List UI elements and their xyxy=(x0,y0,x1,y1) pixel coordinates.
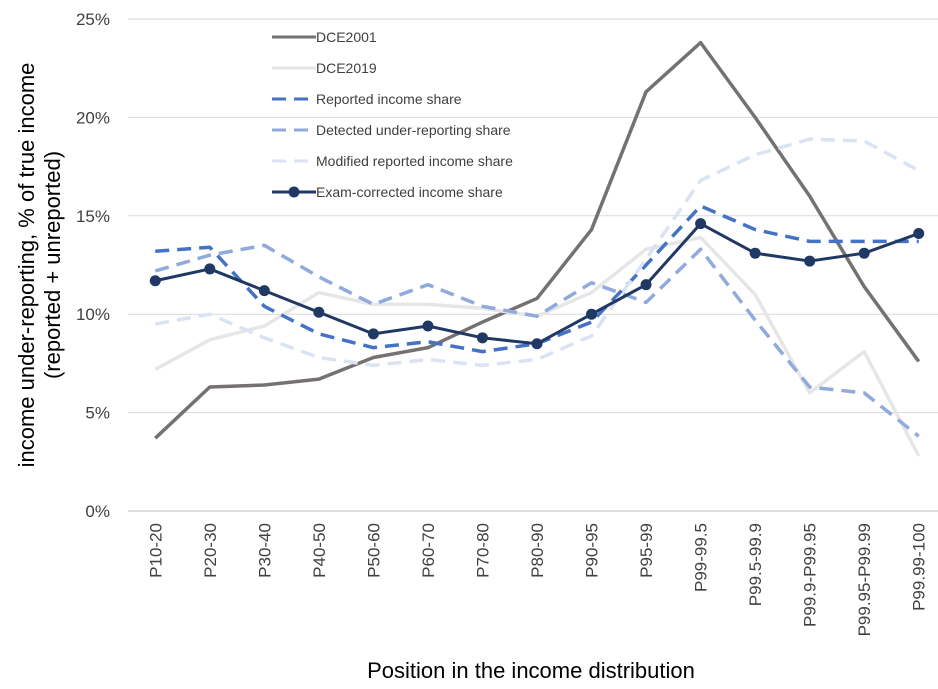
legend-label: DCE2001 xyxy=(316,29,377,45)
data-point xyxy=(586,308,598,320)
legend-label: Detected under-reporting share xyxy=(316,122,511,138)
legend-label: DCE2019 xyxy=(316,60,377,76)
x-tick-label: P10-20 xyxy=(146,523,165,578)
data-point xyxy=(858,247,870,259)
data-point xyxy=(422,320,434,332)
x-tick-label: P99.99-100 xyxy=(910,523,929,611)
x-tick-label: P99-99.5 xyxy=(692,523,711,592)
x-tick-label: P99.9-P99.95 xyxy=(801,523,820,627)
x-tick-label: P99.5-99.9 xyxy=(746,523,765,606)
legend-label: Modified reported income share xyxy=(316,153,513,169)
x-tick-label: P50-60 xyxy=(364,523,383,578)
series-line xyxy=(154,243,920,438)
y-tick-label: 25% xyxy=(76,10,110,29)
x-tick-label: P40-50 xyxy=(310,523,329,578)
y-tick-label: 20% xyxy=(76,108,110,127)
data-point xyxy=(204,263,216,275)
data-point xyxy=(531,338,543,350)
series-line xyxy=(155,204,919,354)
legend-marker xyxy=(288,186,300,198)
y-tick-label: 10% xyxy=(76,305,110,324)
data-point xyxy=(640,279,652,291)
x-tick-label: P95-99 xyxy=(637,523,656,578)
x-tick-label: P80-90 xyxy=(528,523,547,578)
data-point xyxy=(695,218,707,230)
y-tick-label: 0% xyxy=(85,502,110,521)
series-line xyxy=(154,40,921,440)
x-tick-label: P90-95 xyxy=(583,523,602,578)
data-point xyxy=(913,228,925,240)
y-tick-label: 5% xyxy=(85,404,110,423)
x-axis-title: Position in the income distribution xyxy=(367,658,695,683)
x-tick-label: P60-70 xyxy=(419,523,438,578)
y-axis-title-line: income under-reporting, % of true income xyxy=(14,63,39,468)
data-point xyxy=(313,306,325,318)
data-point xyxy=(258,285,270,297)
series-line xyxy=(154,222,920,346)
x-tick-label: P99.95-P99.99 xyxy=(855,523,874,636)
data-point xyxy=(149,275,161,287)
x-tick-label: P20-30 xyxy=(201,523,220,578)
data-point xyxy=(804,255,816,267)
data-point xyxy=(367,328,379,340)
legend-label: Exam-corrected income share xyxy=(316,184,503,200)
legend-label: Reported income share xyxy=(316,91,462,107)
y-axis-title-line: (reported + unreported) xyxy=(40,151,65,379)
data-point xyxy=(476,332,488,344)
x-tick-label: P70-80 xyxy=(473,523,492,578)
series-line xyxy=(154,137,920,368)
x-tick-label: P30-40 xyxy=(255,523,274,578)
data-point xyxy=(749,247,761,259)
y-tick-label: 15% xyxy=(76,207,110,226)
y-axis-title: income under-reporting, % of true income… xyxy=(14,63,65,468)
